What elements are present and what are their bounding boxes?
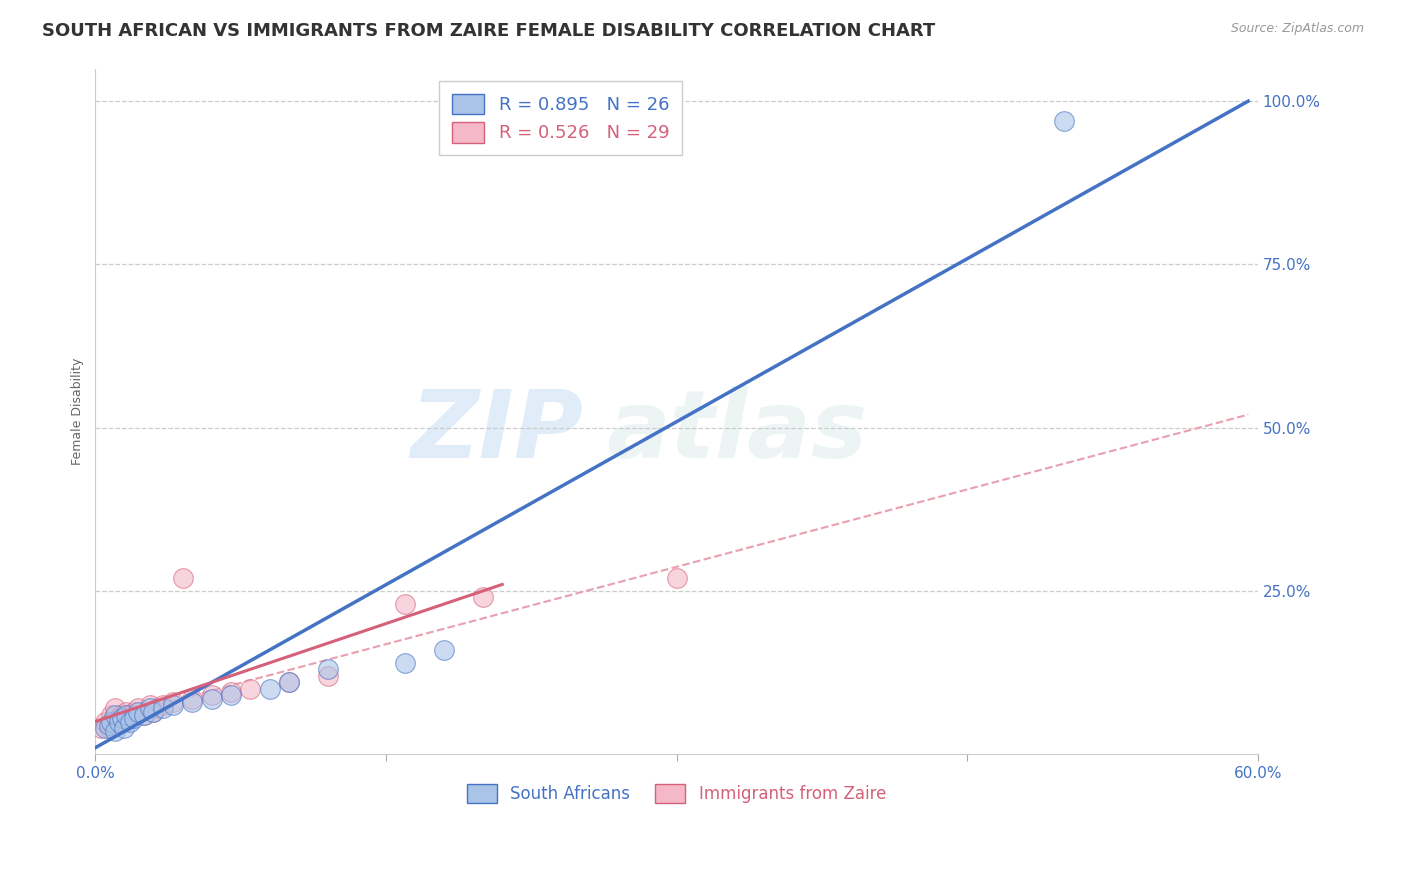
Point — [122, 711, 145, 725]
Point — [104, 724, 127, 739]
Point — [127, 701, 149, 715]
Point — [172, 571, 194, 585]
Point — [100, 714, 122, 729]
Point — [132, 708, 155, 723]
Point — [104, 714, 127, 729]
Point — [115, 705, 138, 719]
Text: Source: ZipAtlas.com: Source: ZipAtlas.com — [1230, 22, 1364, 36]
Point — [152, 701, 174, 715]
Point — [112, 721, 135, 735]
Point — [200, 689, 222, 703]
Text: atlas: atlas — [607, 386, 868, 478]
Point — [471, 591, 494, 605]
Y-axis label: Female Disability: Female Disability — [72, 358, 84, 465]
Point — [120, 714, 142, 729]
Point — [259, 681, 281, 696]
Point — [112, 714, 135, 729]
Point — [394, 597, 416, 611]
Point — [142, 705, 165, 719]
Point — [219, 689, 242, 703]
Point — [162, 698, 184, 713]
Point — [122, 705, 145, 719]
Point — [142, 705, 165, 719]
Point — [316, 669, 339, 683]
Point — [110, 708, 132, 723]
Point — [97, 718, 120, 732]
Point — [162, 695, 184, 709]
Point — [132, 708, 155, 723]
Point — [316, 662, 339, 676]
Point — [278, 675, 301, 690]
Point — [104, 708, 127, 723]
Point — [433, 642, 456, 657]
Point — [90, 721, 112, 735]
Legend: South Africans, Immigrants from Zaire: South Africans, Immigrants from Zaire — [456, 772, 898, 814]
Point — [239, 681, 262, 696]
Point — [394, 656, 416, 670]
Point — [200, 691, 222, 706]
Point — [97, 721, 120, 735]
Point — [138, 698, 160, 713]
Point — [104, 701, 127, 715]
Point — [1053, 113, 1076, 128]
Point — [138, 701, 160, 715]
Point — [181, 691, 204, 706]
Point — [146, 701, 169, 715]
Point — [120, 708, 142, 723]
Point — [107, 711, 129, 725]
Point — [152, 698, 174, 713]
Point — [94, 721, 117, 735]
Point — [127, 705, 149, 719]
Point — [94, 714, 117, 729]
Text: ZIP: ZIP — [411, 386, 583, 478]
Point — [100, 708, 122, 723]
Point — [278, 675, 301, 690]
Point — [111, 711, 134, 725]
Point — [665, 571, 688, 585]
Point — [219, 685, 242, 699]
Point — [181, 695, 204, 709]
Point — [107, 714, 129, 729]
Point — [115, 708, 138, 723]
Text: SOUTH AFRICAN VS IMMIGRANTS FROM ZAIRE FEMALE DISABILITY CORRELATION CHART: SOUTH AFRICAN VS IMMIGRANTS FROM ZAIRE F… — [42, 22, 935, 40]
